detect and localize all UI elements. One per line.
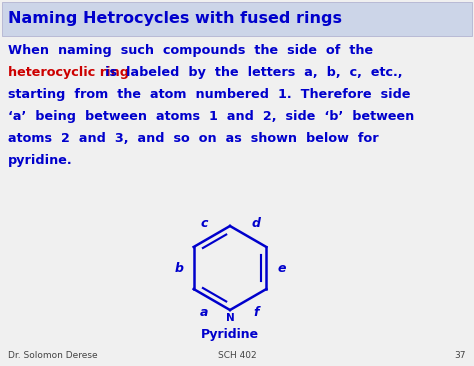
FancyBboxPatch shape: [2, 2, 472, 36]
Text: heterocyclic ring: heterocyclic ring: [8, 66, 129, 79]
Text: 37: 37: [455, 351, 466, 360]
Text: e: e: [277, 261, 286, 274]
Text: Dr. Solomon Derese: Dr. Solomon Derese: [8, 351, 98, 360]
Text: b: b: [174, 261, 183, 274]
Text: a: a: [200, 306, 209, 319]
Text: pyridine.: pyridine.: [8, 154, 73, 167]
Text: SCH 402: SCH 402: [218, 351, 256, 360]
Text: Naming Hetrocycles with fused rings: Naming Hetrocycles with fused rings: [8, 11, 342, 26]
Text: f: f: [253, 306, 258, 319]
Text: N: N: [226, 313, 234, 323]
Text: Pyridine: Pyridine: [201, 328, 259, 341]
Text: starting  from  the  atom  numbered  1.  Therefore  side: starting from the atom numbered 1. There…: [8, 88, 410, 101]
Text: When  naming  such  compounds  the  side  of  the: When naming such compounds the side of t…: [8, 44, 373, 57]
Text: c: c: [201, 217, 208, 230]
Text: is  labeled  by  the  letters  a,  b,  c,  etc.,: is labeled by the letters a, b, c, etc.,: [105, 66, 402, 79]
Text: ‘a’  being  between  atoms  1  and  2,  side  ‘b’  between: ‘a’ being between atoms 1 and 2, side ‘b…: [8, 110, 414, 123]
Text: atoms  2  and  3,  and  so  on  as  shown  below  for: atoms 2 and 3, and so on as shown below …: [8, 132, 379, 145]
Text: d: d: [251, 217, 260, 230]
